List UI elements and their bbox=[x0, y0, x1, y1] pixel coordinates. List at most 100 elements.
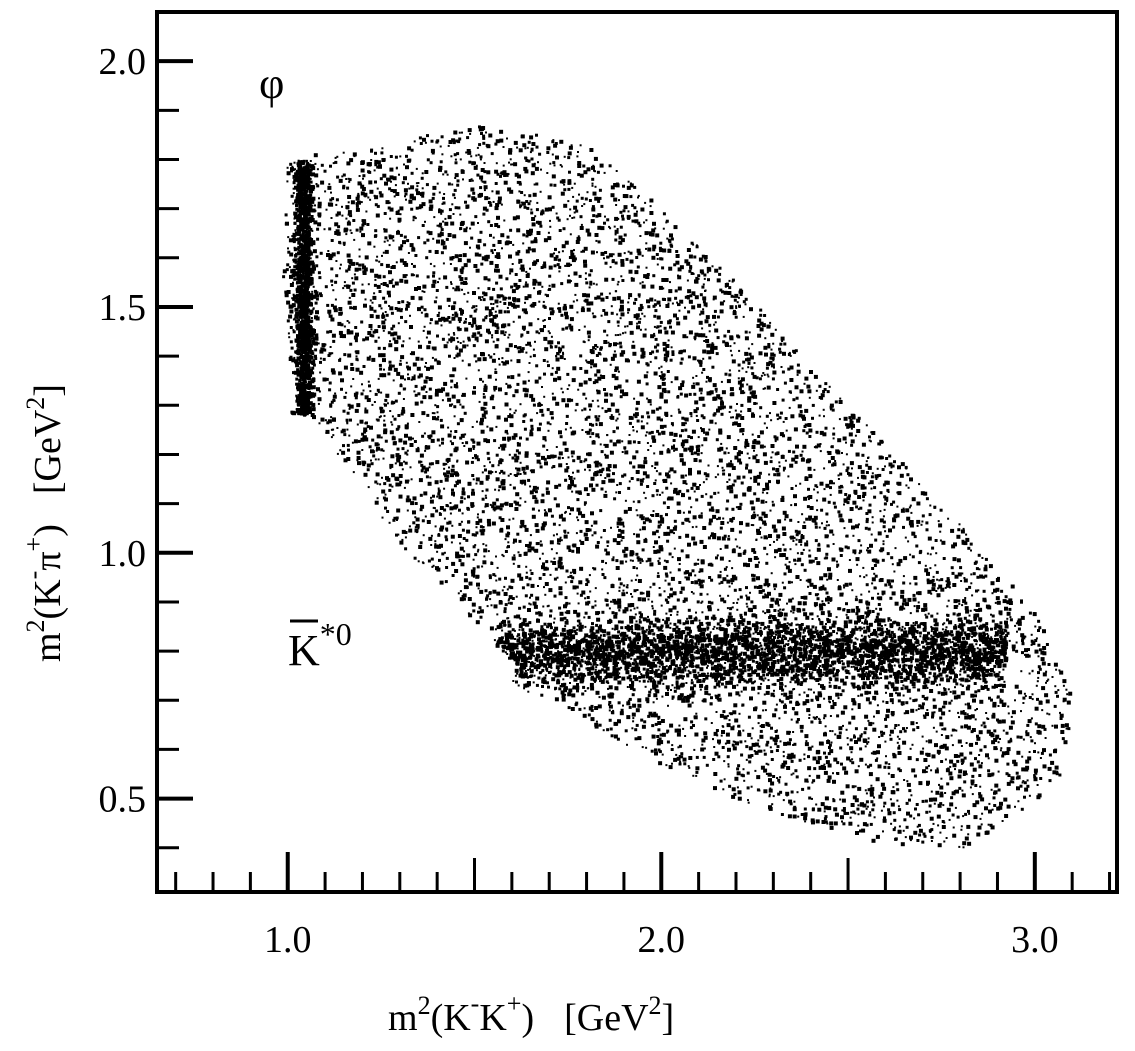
scatter-point bbox=[394, 281, 399, 286]
scatter-point bbox=[585, 228, 590, 233]
scatter-point bbox=[421, 194, 425, 198]
scatter-point bbox=[819, 741, 824, 746]
scatter-point bbox=[573, 182, 576, 185]
scatter-point bbox=[751, 742, 756, 747]
scatter-point bbox=[666, 354, 670, 358]
scatter-point bbox=[368, 445, 372, 449]
scatter-point bbox=[840, 790, 845, 795]
scatter-point bbox=[682, 622, 686, 626]
scatter-point bbox=[542, 444, 546, 448]
scatter-point bbox=[864, 789, 867, 792]
scatter-point bbox=[451, 138, 456, 143]
scatter-point bbox=[718, 685, 721, 688]
scatter-point bbox=[737, 377, 740, 380]
scatter-point bbox=[589, 148, 594, 152]
scatter-point bbox=[535, 330, 539, 334]
scatter-point bbox=[446, 521, 450, 525]
scatter-point bbox=[756, 672, 760, 677]
scatter-point bbox=[758, 589, 763, 594]
scatter-point bbox=[930, 840, 933, 842]
scatter-point bbox=[658, 472, 662, 476]
scatter-point bbox=[626, 701, 631, 706]
scatter-point bbox=[1006, 804, 1011, 809]
scatter-point bbox=[474, 455, 479, 460]
scatter-point bbox=[603, 388, 606, 391]
scatter-point bbox=[653, 711, 657, 715]
scatter-point bbox=[503, 592, 508, 596]
scatter-point bbox=[684, 439, 689, 444]
scatter-point bbox=[648, 711, 653, 716]
scatter-point bbox=[657, 728, 661, 732]
scatter-point bbox=[770, 444, 775, 448]
scatter-point bbox=[966, 674, 970, 678]
scatter-point bbox=[829, 821, 834, 826]
scatter-point bbox=[440, 424, 445, 429]
scatter-point bbox=[737, 790, 742, 795]
scatter-point bbox=[466, 553, 471, 558]
scatter-point bbox=[925, 810, 929, 814]
scatter-point bbox=[907, 756, 912, 761]
scatter-point bbox=[857, 765, 860, 768]
scatter-point bbox=[744, 303, 747, 306]
scatter-point bbox=[619, 345, 623, 349]
scatter-point bbox=[548, 274, 552, 278]
scatter-point bbox=[636, 419, 640, 423]
scatter-point bbox=[887, 669, 890, 672]
scatter-point bbox=[472, 575, 475, 578]
scatter-point bbox=[828, 743, 832, 747]
scatter-point bbox=[564, 240, 569, 245]
scatter-point bbox=[977, 589, 980, 592]
scatter-point bbox=[432, 237, 435, 240]
scatter-point bbox=[542, 521, 547, 526]
scatter-point bbox=[940, 578, 944, 582]
scatter-point bbox=[865, 520, 869, 524]
scatter-point bbox=[654, 337, 658, 341]
scatter-point bbox=[626, 743, 628, 746]
scatter-point bbox=[905, 484, 908, 487]
scatter-point bbox=[458, 254, 461, 257]
scatter-point bbox=[392, 435, 395, 438]
scatter-point bbox=[964, 836, 969, 841]
scatter-point bbox=[647, 680, 650, 683]
scatter-point bbox=[675, 250, 679, 253]
scatter-point bbox=[520, 335, 523, 338]
scatter-point bbox=[391, 265, 396, 269]
scatter-point bbox=[644, 328, 647, 331]
scatter-point bbox=[680, 474, 685, 479]
scatter-point bbox=[676, 598, 680, 602]
scatter-point bbox=[463, 411, 467, 415]
scatter-point bbox=[523, 413, 527, 417]
scatter-point bbox=[373, 245, 376, 248]
scatter-point bbox=[929, 504, 932, 507]
scatter-point bbox=[842, 809, 846, 813]
scatter-point bbox=[455, 472, 459, 477]
scatter-point bbox=[787, 568, 792, 573]
scatter-point bbox=[794, 385, 799, 390]
scatter-point bbox=[882, 830, 884, 833]
scatter-point bbox=[444, 535, 448, 539]
scatter-points bbox=[282, 125, 1073, 849]
scatter-point bbox=[470, 155, 473, 158]
scatter-point bbox=[1020, 615, 1025, 620]
scatter-point bbox=[649, 205, 652, 208]
scatter-point bbox=[880, 547, 885, 552]
scatter-point bbox=[343, 365, 348, 370]
scatter-point bbox=[900, 680, 904, 683]
scatter-point bbox=[966, 725, 971, 730]
scatter-point bbox=[792, 398, 796, 402]
scatter-point bbox=[661, 695, 664, 698]
scatter-point bbox=[480, 262, 484, 266]
scatter-point bbox=[530, 147, 534, 151]
scatter-point bbox=[514, 409, 517, 412]
scatter-point bbox=[634, 412, 639, 417]
scatter-point bbox=[673, 225, 678, 230]
scatter-point bbox=[381, 147, 384, 150]
scatter-point bbox=[949, 776, 954, 781]
scatter-point bbox=[918, 551, 922, 555]
scatter-point bbox=[561, 327, 565, 331]
scatter-point bbox=[379, 193, 384, 198]
scatter-point bbox=[662, 479, 667, 483]
scatter-point bbox=[575, 240, 580, 244]
scatter-point bbox=[772, 359, 775, 362]
scatter-point bbox=[494, 323, 499, 328]
